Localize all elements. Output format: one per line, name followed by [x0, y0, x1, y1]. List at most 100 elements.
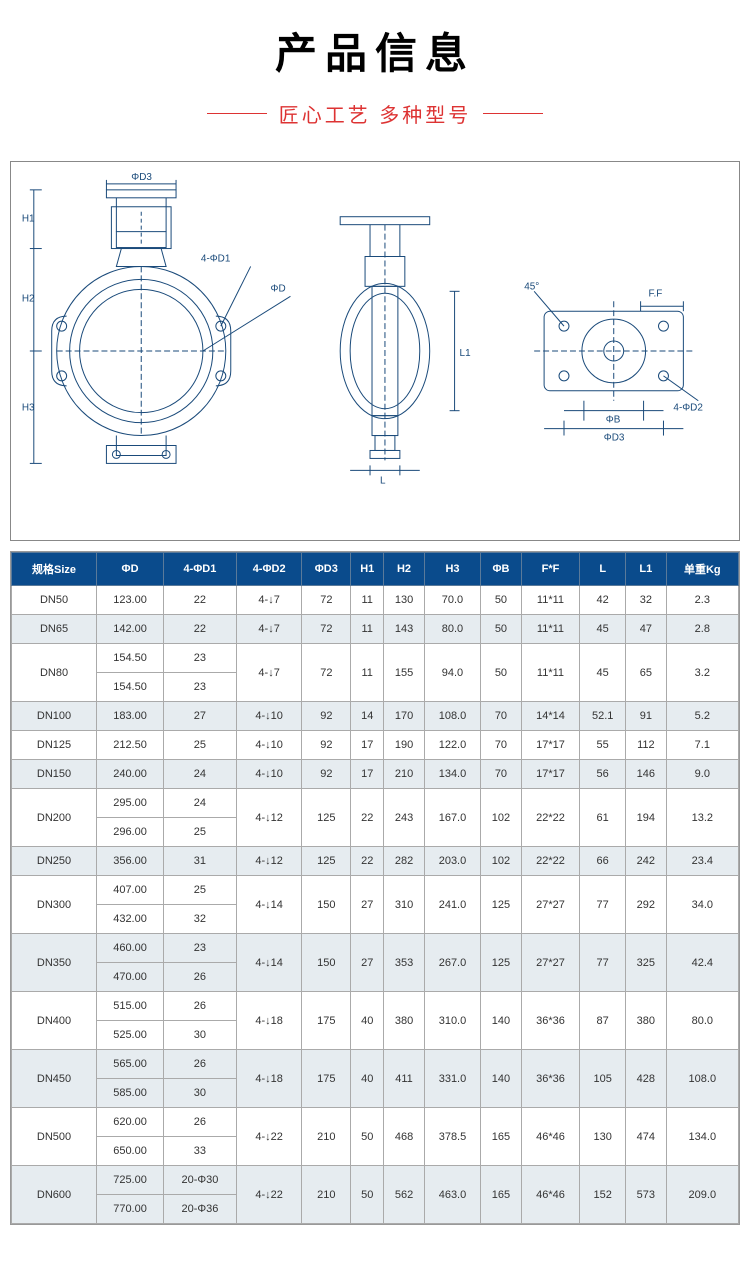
- svg-text:45°: 45°: [524, 281, 539, 292]
- svg-text:H1: H1: [22, 214, 35, 225]
- table-cell: 22: [164, 586, 237, 615]
- table-row: DN600725.0020-Φ304-↓2221050562463.016546…: [12, 1166, 739, 1195]
- table-cell: 17*17: [521, 760, 580, 789]
- table-cell: DN125: [12, 731, 97, 760]
- table-cell: 13.2: [666, 789, 738, 847]
- table-cell: 14*14: [521, 702, 580, 731]
- table-cell: 460.00: [97, 934, 164, 963]
- table-cell: 9.0: [666, 760, 738, 789]
- table-cell: 11*11: [521, 644, 580, 702]
- svg-text:4-ΦD1: 4-ΦD1: [201, 253, 231, 264]
- table-cell: 210: [302, 1108, 351, 1166]
- divider-left: [207, 113, 267, 114]
- table-cell: DN200: [12, 789, 97, 847]
- table-cell: 4-↓18: [236, 992, 302, 1050]
- table-cell: 515.00: [97, 992, 164, 1021]
- table-cell: 4-↓10: [236, 702, 302, 731]
- table-cell: 26: [164, 992, 237, 1021]
- table-cell: 23.4: [666, 847, 738, 876]
- table-cell: DN300: [12, 876, 97, 934]
- table-row: DN150240.00244-↓109217210134.07017*17561…: [12, 760, 739, 789]
- table-cell: 407.00: [97, 876, 164, 905]
- table-cell: 27*27: [521, 934, 580, 992]
- table-cell: 30: [164, 1021, 237, 1050]
- table-cell: 32: [626, 586, 667, 615]
- table-cell: 585.00: [97, 1079, 164, 1108]
- table-row: DN250356.00314-↓1212522282203.010222*226…: [12, 847, 739, 876]
- table-cell: 134.0: [666, 1108, 738, 1166]
- table-cell: 167.0: [424, 789, 480, 847]
- table-cell: 42.4: [666, 934, 738, 992]
- svg-text:F.F: F.F: [649, 288, 663, 299]
- table-cell: 150: [302, 876, 351, 934]
- table-cell: 4-↓14: [236, 876, 302, 934]
- table-cell: 428: [626, 1050, 667, 1108]
- table-cell: 40: [351, 992, 384, 1050]
- table-cell: 52.1: [580, 702, 626, 731]
- table-cell: 122.0: [424, 731, 480, 760]
- table-cell: 203.0: [424, 847, 480, 876]
- table-cell: DN250: [12, 847, 97, 876]
- table-row: DN125212.50254-↓109217190122.07017*17551…: [12, 731, 739, 760]
- table-cell: 65: [626, 644, 667, 702]
- table-cell: 11: [351, 644, 384, 702]
- table-cell: 46*46: [521, 1108, 580, 1166]
- table-cell: 4-↓22: [236, 1108, 302, 1166]
- divider-right: [483, 113, 543, 114]
- table-cell: 72: [302, 644, 351, 702]
- table-cell: 46*46: [521, 1166, 580, 1224]
- table-cell: 14: [351, 702, 384, 731]
- table-cell: 525.00: [97, 1021, 164, 1050]
- table-cell: 11*11: [521, 586, 580, 615]
- table-cell: 353: [384, 934, 425, 992]
- table-cell: 143: [384, 615, 425, 644]
- table-cell: 356.00: [97, 847, 164, 876]
- table-cell: 20-Φ36: [164, 1195, 237, 1224]
- table-header-cell: F*F: [521, 553, 580, 586]
- table-row: DN500620.00264-↓2221050468378.516546*461…: [12, 1108, 739, 1137]
- table-cell: 50: [351, 1108, 384, 1166]
- table-header-cell: H1: [351, 553, 384, 586]
- table-header-cell: L1: [626, 553, 667, 586]
- table-cell: 56: [580, 760, 626, 789]
- table-cell: 31: [164, 847, 237, 876]
- table-header-cell: 4-ΦD2: [236, 553, 302, 586]
- svg-text:ΦD3: ΦD3: [131, 172, 152, 183]
- table-cell: 92: [302, 731, 351, 760]
- spec-table-container: 规格SizeΦD4-ΦD14-ΦD2ΦD3H1H2H3ΦBF*FLL1单重Kg …: [10, 551, 740, 1225]
- table-cell: 123.00: [97, 586, 164, 615]
- table-cell: 210: [302, 1166, 351, 1224]
- table-cell: 22: [351, 847, 384, 876]
- table-row: DN200295.00244-↓1212522243167.010222*226…: [12, 789, 739, 818]
- table-cell: 77: [580, 934, 626, 992]
- table-cell: 36*36: [521, 1050, 580, 1108]
- table-cell: 380: [626, 992, 667, 1050]
- table-cell: 142.00: [97, 615, 164, 644]
- table-cell: 91: [626, 702, 667, 731]
- table-cell: 183.00: [97, 702, 164, 731]
- table-row: DN80154.50234-↓7721115594.05011*1145653.…: [12, 644, 739, 673]
- table-cell: 77: [580, 876, 626, 934]
- table-cell: 92: [302, 760, 351, 789]
- table-cell: 125: [481, 876, 522, 934]
- table-cell: 140: [481, 992, 522, 1050]
- table-header-cell: ΦD: [97, 553, 164, 586]
- table-cell: 125: [302, 847, 351, 876]
- table-cell: 411: [384, 1050, 425, 1108]
- table-cell: 17: [351, 731, 384, 760]
- table-header-cell: 规格Size: [12, 553, 97, 586]
- table-cell: 4-↓12: [236, 789, 302, 847]
- svg-text:H3: H3: [22, 403, 35, 414]
- table-cell: 331.0: [424, 1050, 480, 1108]
- table-cell: 5.2: [666, 702, 738, 731]
- table-cell: 292: [626, 876, 667, 934]
- table-cell: 725.00: [97, 1166, 164, 1195]
- table-cell: 22: [351, 789, 384, 847]
- table-cell: 474: [626, 1108, 667, 1166]
- table-cell: DN50: [12, 586, 97, 615]
- table-cell: DN400: [12, 992, 97, 1050]
- table-cell: 4-↓10: [236, 731, 302, 760]
- table-cell: 242: [626, 847, 667, 876]
- table-cell: DN600: [12, 1166, 97, 1224]
- table-row: DN300407.00254-↓1415027310241.012527*277…: [12, 876, 739, 905]
